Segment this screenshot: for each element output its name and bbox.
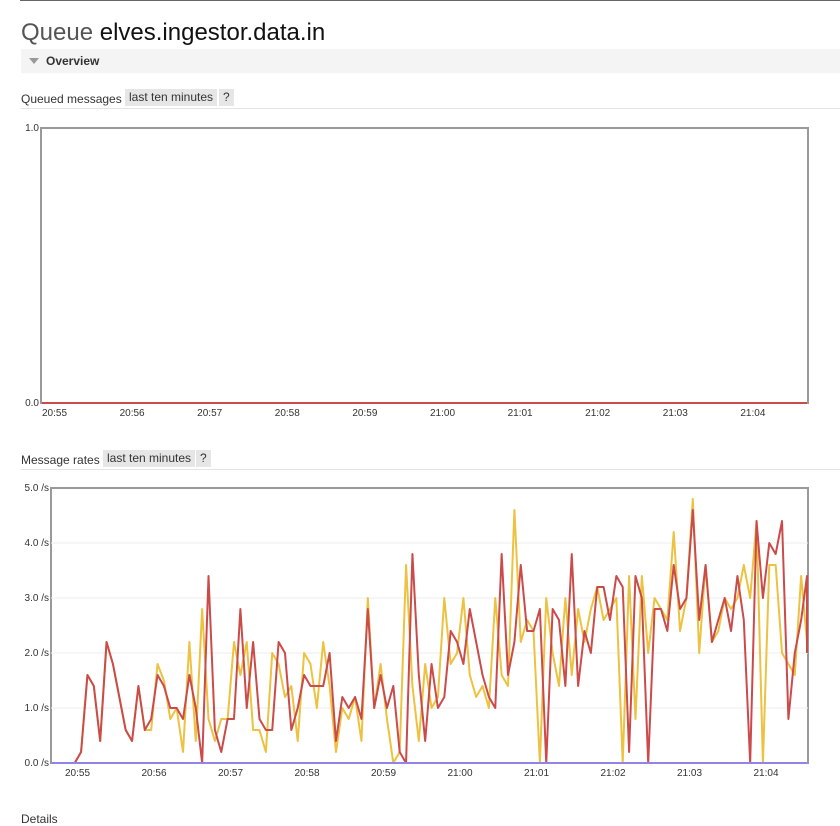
rates-y-tick-label: 4.0 /s bbox=[25, 538, 49, 549]
rates-y-tick-label: 2.0 /s bbox=[25, 648, 49, 659]
message-rates-header: Message rates last ten minutes ? bbox=[21, 450, 840, 470]
queued-plot-frame bbox=[40, 127, 809, 404]
message-rates-title: Message rates bbox=[21, 453, 100, 467]
queue-name: elves.ingestor.data.in bbox=[99, 19, 326, 46]
publish-rate-line bbox=[68, 498, 808, 764]
rates-x-tick-label: 20:55 bbox=[65, 768, 90, 779]
rates-y-tick-label: 1.0 /s bbox=[25, 703, 49, 714]
queued-x-tick-label: 21:02 bbox=[585, 408, 610, 419]
queued-messages-chart: 0.0 1.0 20:55 20:56 20:57 20:58 20:59 21:00 21:0… bbox=[25, 123, 809, 419]
queued-x-tick-label: 20:57 bbox=[197, 408, 222, 419]
queued-messages-title: Queued messages bbox=[21, 92, 122, 106]
queued-x-tick-label: 20:58 bbox=[275, 408, 300, 419]
queued-x-tick-label: 21:01 bbox=[508, 408, 533, 419]
details-heading: Details bbox=[21, 812, 58, 826]
queued-x-tick-label: 21:04 bbox=[740, 408, 765, 419]
queued-messages-header: Queued messages last ten minutes ? bbox=[21, 89, 840, 109]
page-title-prefix: Queue bbox=[21, 19, 94, 46]
rates-y-tick-label: 3.0 /s bbox=[25, 593, 49, 604]
rates-x-tick-label: 20:57 bbox=[218, 768, 243, 779]
queued-x-tick-label: 21:03 bbox=[663, 408, 688, 419]
message-rates-chart: 0.0 /s 1.0 /s 2.0 /s 3.0 /s 4.0 /s 5.0 /s 20:5… bbox=[25, 483, 809, 779]
queued-x-tick-label: 20:59 bbox=[352, 408, 377, 419]
overview-label: Overview bbox=[46, 54, 100, 68]
rates-y-tick-label: 5.0 /s bbox=[25, 483, 49, 494]
queued-help-button[interactable]: ? bbox=[219, 89, 234, 106]
overview-section-toggle[interactable]: Overview bbox=[21, 49, 840, 73]
rates-x-tick-label: 21:03 bbox=[677, 768, 702, 779]
rates-x-tick-label: 21:02 bbox=[600, 768, 625, 779]
rates-x-tick-label: 20:56 bbox=[141, 768, 166, 779]
queued-x-tick-label: 21:00 bbox=[430, 408, 455, 419]
deliver-rate-line bbox=[68, 509, 808, 764]
queued-y-tick-label: 1.0 bbox=[25, 123, 39, 134]
queued-range-button[interactable]: last ten minutes bbox=[125, 89, 218, 106]
queued-y-tick-label: 0.0 bbox=[25, 398, 39, 409]
rates-x-tick-label: 21:04 bbox=[753, 768, 778, 779]
rates-x-tick-label: 21:00 bbox=[447, 768, 472, 779]
queued-x-tick-label: 20:56 bbox=[120, 408, 145, 419]
collapse-triangle-icon bbox=[29, 58, 39, 64]
queued-x-tick-label: 20:55 bbox=[42, 408, 67, 419]
rates-range-button[interactable]: last ten minutes bbox=[103, 450, 196, 467]
rates-x-tick-label: 20:59 bbox=[371, 768, 396, 779]
top-divider bbox=[20, 0, 840, 1]
rates-y-tick-label: 0.0 /s bbox=[25, 758, 49, 769]
page-title: Queue elves.ingestor.data.in bbox=[21, 19, 325, 47]
rates-x-tick-label: 20:58 bbox=[294, 768, 319, 779]
rates-x-tick-label: 21:01 bbox=[524, 768, 549, 779]
rates-help-button[interactable]: ? bbox=[196, 450, 211, 467]
